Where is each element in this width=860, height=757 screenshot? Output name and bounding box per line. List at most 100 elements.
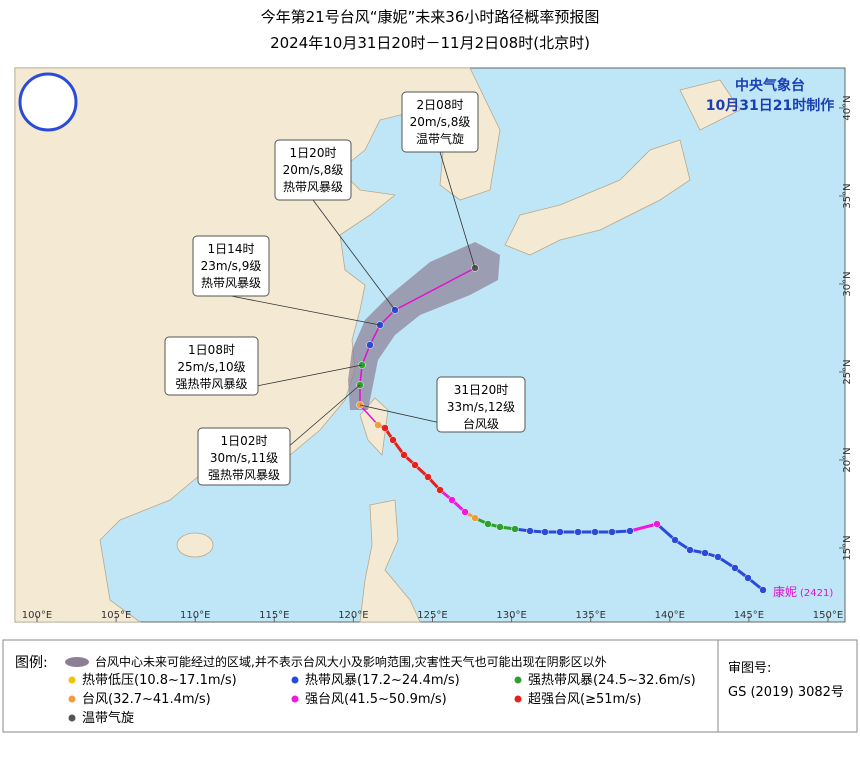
track-point [381, 424, 389, 432]
callout-box [197, 427, 291, 486]
review-label: 审图号: [728, 661, 771, 676]
lon-label: 135°E [575, 610, 605, 621]
track-segment [394, 267, 476, 311]
track-point [556, 528, 564, 536]
lon-label: 100°E [22, 610, 52, 621]
callout-speed: 33m/s,12级 [447, 400, 515, 414]
storm-name: 康妮 [773, 584, 797, 599]
legend-label: 热带低压(10.8~17.1m/s) [82, 673, 237, 688]
lon-label: 115°E [259, 610, 289, 621]
lat-label: 40°N [842, 95, 853, 120]
track-point [671, 536, 679, 544]
legend-dot [514, 676, 522, 684]
track-point [653, 520, 661, 528]
callout-time: 1日08时 [188, 343, 235, 357]
track-point [389, 436, 397, 444]
callout-box [164, 336, 259, 396]
track-point [526, 527, 534, 535]
callout-leader [439, 151, 476, 269]
track-point [701, 549, 709, 557]
legend-dot [291, 695, 299, 703]
legend-label: 台风(32.7~41.4m/s) [82, 692, 211, 707]
track-point [511, 525, 519, 533]
callout-speed: 25m/s,10级 [177, 360, 245, 374]
track-point [591, 528, 599, 536]
legend-dot [68, 695, 76, 703]
callout-grade: 热带风暴级 [283, 180, 343, 194]
cone-icon [65, 657, 89, 667]
track-point [471, 514, 479, 522]
track-segment [656, 522, 676, 542]
callout-speed: 20m/s,8级 [283, 163, 344, 177]
lat-label: 20°N [842, 447, 853, 472]
title: 今年第21号台风“康妮”未来36小时路径概率预报图 [261, 8, 600, 26]
track-point [759, 586, 767, 594]
track-point [574, 528, 582, 536]
track-point [626, 527, 634, 535]
track-point [374, 421, 382, 429]
track-segment [359, 404, 379, 426]
lat-label: 35°N [842, 183, 853, 208]
cone-text: 台风中心未来可能经过的区域,并不表示台风大小及影响范围,灾害性天气也可能出现在阴… [95, 654, 607, 669]
subtitle: 2024年10月31日20时－11月2日08时(北京时) [270, 34, 590, 52]
track-point [448, 496, 456, 504]
callout-box [401, 91, 479, 153]
legend-dot [68, 676, 76, 684]
made-time: 10月31日21时制作 [706, 97, 834, 114]
lat-label: 30°N [842, 271, 853, 296]
legend-dot [68, 714, 76, 722]
track-point [541, 528, 549, 536]
track-point [400, 451, 408, 459]
legend-label: 超强台风(≥51m/s) [528, 692, 641, 707]
lon-label: 125°E [417, 610, 447, 621]
lon-label: 105°E [101, 610, 131, 621]
callout-box [436, 376, 526, 433]
legend-label: 强热带风暴(24.5~32.6m/s) [528, 673, 696, 688]
callout-leader [312, 199, 396, 311]
track-point [744, 574, 752, 582]
track-segment [629, 522, 658, 533]
legend-box [2, 639, 858, 733]
callout-grade: 台风级 [463, 416, 499, 431]
track-point [686, 546, 694, 554]
legend-label: 温带气旋 [82, 710, 134, 726]
callout-grade: 温带气旋 [416, 131, 464, 146]
lon-label: 130°E [496, 610, 526, 621]
callout-grade: 强热带风暴级 [175, 377, 247, 391]
callout-box [192, 235, 270, 297]
review-number: GS (2019) 3082号 [728, 685, 844, 700]
callout-speed: 30m/s,11级 [210, 451, 278, 465]
track-point [731, 564, 739, 572]
callout-leader [230, 295, 381, 326]
track-point [436, 486, 444, 494]
legend-label: 热带风暴(17.2~24.4m/s) [305, 673, 460, 688]
legend-dot [514, 695, 522, 703]
track-point [714, 553, 722, 561]
callout-time: 1日02时 [221, 434, 268, 448]
track-point [411, 461, 419, 469]
agency: 中央气象台 [735, 77, 805, 94]
callout-grade: 强热带风暴级 [208, 468, 280, 482]
storm-code: (2421) [800, 588, 833, 599]
callout-time: 1日14时 [208, 242, 255, 256]
lon-label: 145°E [734, 610, 764, 621]
forecast-cone [348, 242, 500, 410]
callout-speed: 20m/s,8级 [410, 115, 471, 129]
track-point [496, 523, 504, 531]
callout-time: 31日20时 [454, 383, 509, 397]
track-point [424, 473, 432, 481]
lon-label: 120°E [338, 610, 368, 621]
lon-label: 110°E [180, 610, 210, 621]
callout-time: 1日20时 [290, 146, 337, 160]
legend-label: 强台风(41.5~50.9m/s) [305, 692, 447, 707]
lon-label: 150°E [813, 610, 843, 621]
track-point [461, 508, 469, 516]
track-point [484, 520, 492, 528]
legend-title: 图例: [15, 655, 48, 671]
lon-label: 140°E [655, 610, 685, 621]
track-point [608, 528, 616, 536]
callout-box [274, 139, 352, 201]
track-point [366, 341, 374, 349]
